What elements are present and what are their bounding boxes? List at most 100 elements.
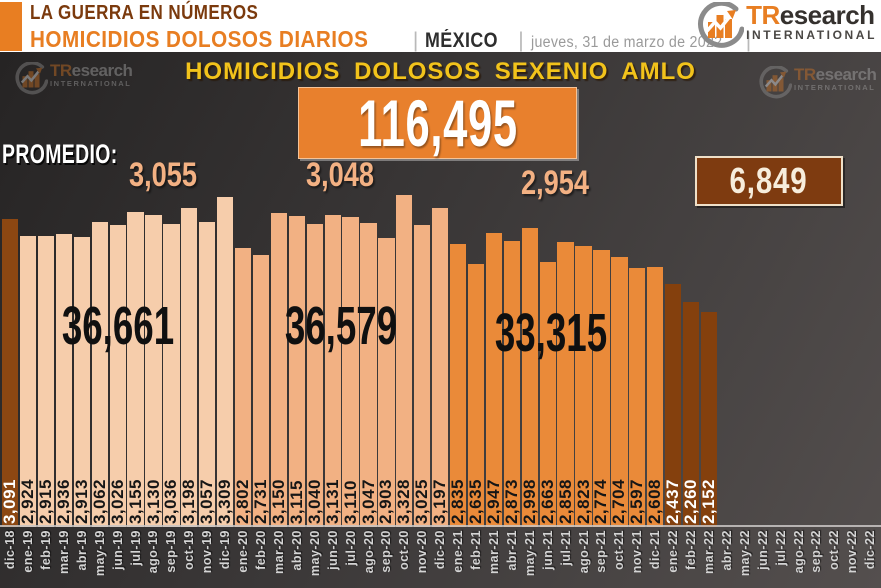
brand-subtitle: INTERNATIONAL: [746, 28, 877, 42]
bar-value-label: 2,947: [483, 478, 503, 524]
bar-nov-20: 3,025: [412, 225, 431, 527]
total-2019: 36,661: [61, 296, 175, 356]
bar-chart-swoosh-icon: [15, 62, 48, 95]
bar-value-label: 2,858: [555, 478, 575, 524]
axis-label-abr-19: abr-19: [74, 530, 89, 571]
bar-dic-18: 3,091: [0, 218, 19, 527]
header: LA GUERRA EN NÚMEROS HOMICIDIOS DOLOSOS …: [0, 0, 881, 52]
axis-label-oct-22: oct-22: [827, 530, 842, 570]
bar-mar-22: 2,152: [698, 312, 718, 527]
axis-label-abr-22: abr-22: [719, 530, 734, 571]
axis-label-ene-19: ene-19: [21, 530, 36, 573]
axis-label-jul-20: jul-20: [343, 530, 358, 566]
bar-value-label: 3,026: [107, 478, 127, 524]
bar-jun-20: 3,131: [322, 214, 342, 527]
chart-area: TResearch INTERNATIONAL TResearch INTERN…: [0, 52, 881, 588]
bar-value-label: 3,150: [268, 478, 288, 524]
axis-label-jun-19: jun-19: [110, 530, 125, 570]
axis-label-ago-19: ago-19: [146, 530, 161, 574]
bar-ene-21: 2,835: [448, 244, 467, 527]
bar-jun-19: 3,026: [107, 225, 127, 527]
axis-label-ago-22: ago-22: [791, 530, 806, 574]
bar-sep-20: 2,903: [376, 237, 395, 527]
axis-label-ene-20: ene-20: [236, 530, 251, 573]
bar-nov-21: 2,597: [627, 268, 646, 527]
bar-jul-21: 2,858: [555, 242, 575, 527]
bar-abr-21: 2,873: [502, 240, 521, 527]
axis-label-sep-22: sep-22: [809, 530, 824, 573]
axis-label-mar-21: mar-21: [486, 530, 501, 574]
bar-value-label: 2,915: [35, 478, 55, 524]
axis-label-may-19: may-19: [92, 530, 107, 577]
axis-label-nov-20: nov-20: [415, 530, 430, 574]
bar-nov-19: 3,057: [197, 222, 216, 527]
bar-may-19: 3,062: [90, 221, 109, 527]
bar-sep-21: 2,774: [591, 250, 610, 527]
average-2021: 2,954: [520, 164, 590, 202]
bar-mar-21: 2,947: [483, 233, 503, 527]
header-title: HOMICIDIOS DOLOSOS DIARIOS: [30, 26, 369, 52]
header-kicker: LA GUERRA EN NÚMEROS: [30, 2, 259, 24]
axis-label-may-20: may-20: [307, 530, 322, 577]
separator: |: [412, 29, 419, 52]
axis-label-mar-22: mar-22: [701, 530, 716, 574]
bar-chart-swoosh-icon: [698, 2, 745, 48]
grand-total-value: 116,495: [357, 86, 518, 160]
bar-ago-21: 2,823: [574, 245, 593, 527]
axis-label-ene-22: ene-22: [666, 530, 681, 573]
total-2021: 33,315: [494, 303, 608, 363]
bar-value-label: 3,155: [125, 478, 145, 524]
axis-label-feb-19: feb-19: [38, 530, 53, 570]
bar-sep-19: 3,036: [161, 224, 180, 527]
axis-label-feb-22: feb-22: [684, 530, 699, 570]
bar-may-20: 3,040: [305, 223, 324, 527]
bar-value-label: 2,998: [519, 478, 539, 524]
bar-oct-20: 3,328: [394, 195, 413, 527]
axis-label-jul-21: jul-21: [558, 530, 573, 566]
bar-mar-19: 2,936: [53, 234, 73, 527]
bar-value-label: 3,131: [322, 478, 342, 524]
axis-label-dic-21: dic-21: [648, 530, 663, 570]
axis-label-oct-21: oct-21: [612, 530, 627, 570]
axis-label-ago-20: ago-20: [361, 530, 376, 574]
axis-label-dic-22: dic-22: [863, 530, 878, 570]
axis-label-oct-20: oct-20: [397, 530, 412, 570]
axis-label-jul-22: jul-22: [773, 530, 788, 566]
bar-dic-21: 2,608: [645, 267, 664, 527]
axis-label-dic-20: dic-20: [433, 530, 448, 570]
total-2020: 36,579: [284, 296, 398, 356]
bar-value-label: 2,663: [537, 478, 557, 524]
bar-mar-20: 3,150: [268, 212, 288, 527]
bar-value-label: 3,115: [286, 479, 306, 524]
bar-feb-22: 2,260: [681, 301, 700, 527]
bar-jul-19: 3,155: [125, 212, 145, 527]
axis-label-dic-18: dic-18: [3, 530, 18, 570]
bar-feb-21: 2,635: [466, 264, 485, 527]
header-date: jueves, 31 de marzo de 2022: [530, 34, 723, 51]
bar-value-label: 2,913: [71, 478, 91, 524]
axis-label-jul-19: jul-19: [128, 530, 143, 566]
bar-abr-19: 2,913: [71, 236, 91, 527]
header-accent-block: [0, 2, 22, 51]
bar-oct-21: 2,704: [609, 257, 628, 527]
bar-value-label: 2,152: [698, 478, 718, 524]
bar-jun-21: 2,663: [537, 261, 557, 527]
x-axis-baseline: [0, 525, 881, 527]
bar-value-label: 2,936: [53, 478, 73, 524]
bar-oct-19: 3,198: [179, 208, 198, 527]
axis-label-nov-22: nov-22: [845, 530, 860, 574]
bar-feb-20: 2,731: [251, 254, 270, 527]
axis-label-oct-19: oct-19: [182, 530, 197, 570]
axis-label-jun-20: jun-20: [325, 530, 340, 570]
bar-dic-20: 3,197: [430, 208, 449, 527]
bar-ago-19: 3,130: [144, 214, 163, 527]
grand-total-box: 116,495: [298, 86, 577, 160]
average-2020: 3,048: [305, 156, 375, 194]
total-2022-value: 6,849: [730, 160, 808, 201]
axis-label-mar-20: mar-20: [271, 530, 286, 574]
bar-value-label: 3,110: [340, 479, 360, 524]
tresearch-logo: TResearch INTERNATIONAL: [696, 2, 877, 50]
axis-label-feb-21: feb-21: [469, 530, 483, 570]
bar-feb-19: 2,915: [35, 236, 55, 527]
